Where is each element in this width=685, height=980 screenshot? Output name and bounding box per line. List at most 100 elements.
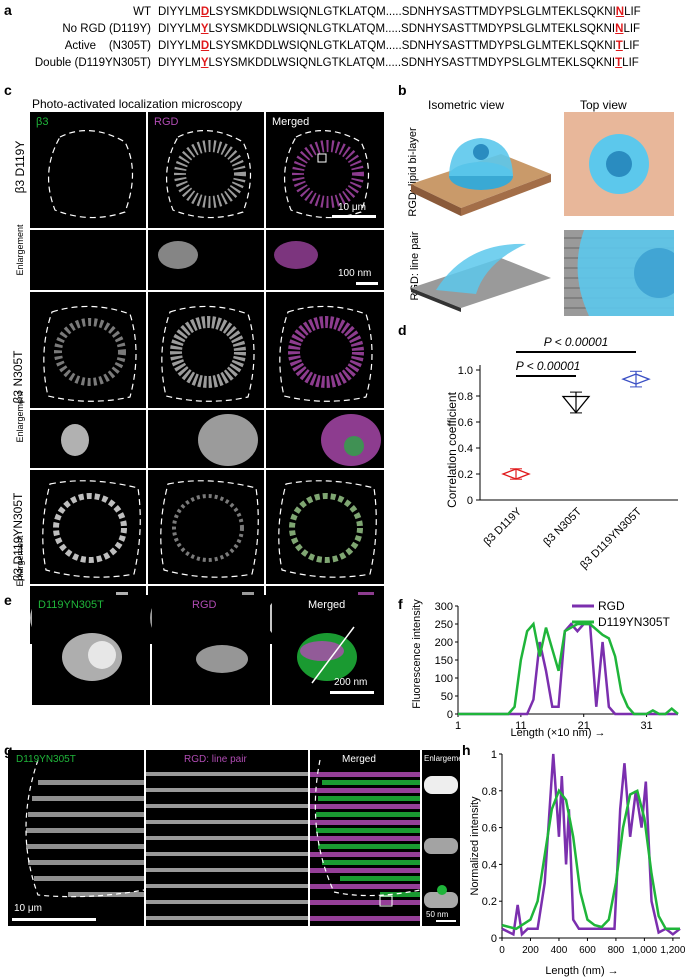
f-ytick-label: 50 [441,691,453,703]
panel-label-b: b [398,82,407,98]
panel-label-e: e [4,592,12,608]
d-category-label: β3 N305T [541,505,584,548]
h-ytick-label: 0.2 [482,896,497,908]
micrograph-rgd-n305t [148,292,264,408]
scale-bar [436,920,456,922]
scale-bar-label: 10 μm [338,202,366,213]
h-ytick-label: 0.8 [482,786,497,798]
scale-bar [332,215,376,218]
f-xlabel: Length (×10 nm) → [510,727,605,739]
scale-bar [356,282,378,285]
f-legend-label: D119YN305T [598,615,670,629]
enlargement-label: Enlargement [15,391,25,443]
panel-e-d119yn305t: D119YN305T [32,595,150,705]
h-ytick-label: 0.6 [482,823,497,835]
f-ylabel: Fluorescence intensity [411,599,423,709]
d-ytick-label: 0 [467,495,473,507]
d-ytick-label: 0.8 [458,391,473,403]
panel-b-col-isometric: Isometric view [428,98,505,112]
d-ylabel: Correlation coefficient [445,391,459,508]
enlargement-beta3-n305t [30,410,146,468]
panel-f-chart: Fluorescence intensity 0 50 100 150 200 250 30… [411,599,679,739]
d-annotation: P < 0.00001 [544,335,609,349]
d-annotation: P < 0.00001 [516,359,581,373]
panel-d-chart: Correlation coefficient 0 0.2 0.4 0.6 0.8 1.0… [445,335,678,572]
f-ytick-label: 200 [435,637,453,649]
isometric-lipid-diagram [411,138,551,216]
h-xtick-label: 200 [522,945,539,956]
seq-label: Active (N305T) [64,40,151,52]
seq-label: No RGD (D119Y) [62,23,151,35]
h-xtick-label: 1,000 [632,945,657,956]
micrograph-merged-double [266,470,384,584]
d-category-label: β3 D119YN305T [578,505,644,571]
panel-g-merged: Merged [310,750,420,926]
panel-e-rgd: RGD [152,595,270,705]
enlargement-label: Enlargement [15,535,25,587]
f-ytick-label: 0 [447,709,453,721]
panel-g-d119yn305t: D119YN305T 10 μm [8,750,144,926]
h-ytick-label: 0 [491,933,497,945]
h-xtick-label: 600 [579,945,596,956]
d-point [501,468,531,480]
scale-bar [12,918,96,921]
panel-label-h: h [462,742,471,758]
h-ylabel: Normalized intensity [469,796,481,896]
d-ytick-label: 1.0 [458,365,473,377]
d-point [621,373,651,385]
enlargement-beta3-d119y [30,230,146,290]
panel-g-enlargement: Enlargement 50 nm [422,750,460,926]
f-ytick-label: 150 [435,655,453,667]
seq-label: Double (D119YN305T) [34,57,151,69]
scale-bar-label: 100 nm [338,268,372,279]
top-view-linepair-diagram [564,230,674,316]
d-category-label: β3 D119Y [481,505,524,548]
f-ytick-label: 250 [435,619,453,631]
scale-bar-label: 200 nm [334,677,368,688]
isometric-linepair-diagram [411,243,551,312]
micrograph-merged-d119y: Merged 10 μm [266,112,384,228]
f-legend-label: RGD [598,599,625,613]
seq-row-active: DIYYLMDLSYSMKDDLWSIQNLGTKLATQM.....SDNHY… [158,40,640,52]
h-series-line [501,753,681,937]
panel-label-c: c [4,82,12,98]
d-point [561,395,591,414]
f-series-line [458,622,678,716]
micrograph-beta3-double [30,470,146,584]
f-xtick-label: 1 [455,720,461,732]
panel-label-a: a [4,2,12,18]
row-label-d119y: β3 D119Y [13,140,27,194]
f-ytick-label: 300 [435,601,453,613]
h-xlabel: Length (nm) → [545,965,618,977]
h-ytick-label: 1 [491,749,497,761]
seq-row-double: DIYYLMYLSYSMKDDLWSIQNLGTKLATQM.....SDNHY… [158,57,639,69]
enlargement-label: Enlargement [15,224,25,276]
micrograph-merged-n305t [266,292,384,408]
panel-label-f: f [398,596,403,612]
panel-label-d: d [398,322,407,338]
panel-b-col-top: Top view [580,98,627,112]
h-series-line [501,788,680,931]
top-view-lipid-diagram [564,112,674,216]
h-xtick-label: 1,200 [660,945,685,956]
h-xtick-label: 800 [608,945,625,956]
enlargement-merged-n305t [266,410,384,468]
seq-label: WT [133,6,151,18]
d-ytick-label: 0.6 [458,417,473,429]
panel-e-merged: Merged 200 nm [272,595,384,705]
scale-bar-label: 50 nm [426,910,449,919]
f-series-line [458,621,679,716]
seq-row-no-rgd: DIYYLMYLSYSMKDDLWSIQNLGTKLATQM.....SDNHY… [158,23,641,35]
enlargement-rgd-n305t [148,410,264,468]
f-xtick-label: 31 [640,720,652,732]
h-xtick-label: 0 [499,945,505,956]
h-xtick-label: 400 [551,945,568,956]
h-ytick-label: 0.4 [482,859,497,871]
scale-bar-label: 10 μm [14,903,42,914]
panel-c-title: Photo-activated localization microscopy [32,97,243,111]
micrograph-rgd-d119y: RGD [148,112,264,228]
f-xtick-label: 11 [515,720,526,732]
f-ytick-label: 100 [435,673,453,685]
enlargement-rgd-d119y [148,230,264,290]
d-ytick-label: 0.4 [458,443,473,455]
